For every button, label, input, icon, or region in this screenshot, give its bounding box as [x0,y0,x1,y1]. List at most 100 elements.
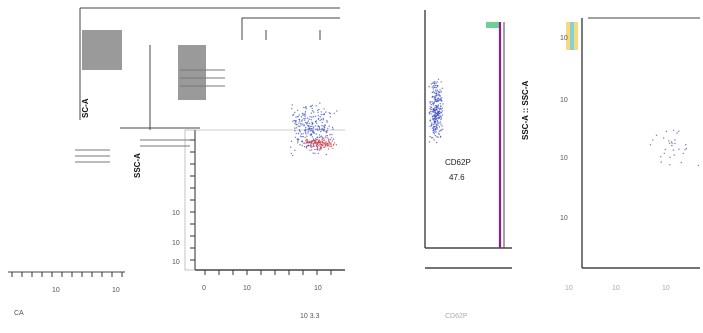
scatter-point [316,136,319,138]
scatter-point [431,91,433,94]
scatter-point [310,105,312,107]
back-x-tick-label: 10 [112,287,120,294]
scatter-point [291,104,293,106]
scatter-point [322,119,324,121]
scatter-point [304,110,307,113]
scatter-point [326,134,328,137]
scatter-point [429,102,431,104]
scatter-point [665,130,667,133]
scatter-point [292,120,294,122]
scatter-point [322,117,324,120]
right-scatter-points [649,129,700,167]
scatter-point [430,124,433,126]
scatter-point [336,110,338,112]
scatter-point [323,146,326,148]
scatter-point [321,139,323,141]
scatter-point [292,154,294,157]
scatter-point [333,142,336,144]
scatter-point [300,133,302,135]
scatter-point [319,116,321,118]
scatter-point [438,122,440,124]
gate-name-label: CD62P [445,158,471,167]
scatter-point [294,149,296,151]
scatter-point [310,125,312,128]
scatter-point [429,108,431,110]
scatter-point [331,126,334,128]
scatter-point [434,113,436,116]
scatter-point [292,113,295,116]
scatter-point [311,136,314,138]
scatter-point [314,148,316,151]
scatter-point [434,112,437,114]
scatter-point [308,125,310,128]
scatter-point [331,140,334,142]
scatter-point [303,117,305,120]
scatter-point [682,152,684,155]
scatter-point [318,127,321,129]
scatter-point [436,105,438,108]
scatter-point [435,90,437,93]
scatter-point [437,111,439,113]
scatter-point [297,125,299,127]
y-tick-label: 10 [172,240,180,247]
scatter-point [441,107,444,109]
scatter-point [674,139,676,141]
scatter-point [435,89,437,91]
scatter-point [434,81,436,83]
scatter-point [439,103,441,105]
scatter-point [326,144,329,146]
scatter-point [655,134,658,136]
scatter-point [434,100,436,103]
gate-header-strip [486,22,500,28]
scatter-point [436,110,438,112]
scatter-point [327,148,330,150]
right-y-axis-label: SSC-A :: SSC-A [521,81,530,140]
scatter-point [436,123,438,125]
scatter-point [303,125,305,127]
scatter-point [302,133,304,135]
y-tick-label: 10 [172,259,180,266]
scatter-point [440,105,442,108]
right-x-tick-label: 10 [612,285,620,292]
back-y-axis-label: SC-A [81,98,90,118]
scatter-point [685,147,688,150]
scatter-point [296,123,298,126]
scatter-point [303,119,306,121]
scatter-point [441,125,443,127]
scatter-point [324,124,326,126]
scatter-point [672,149,675,151]
scatter-point [311,129,314,131]
scatter-point [330,145,332,148]
scatter-point [311,104,314,107]
scatter-point [430,108,432,111]
scatter-point [433,98,435,100]
scatter-point [318,144,320,147]
scatter-point [297,139,299,141]
scatter-point [437,97,439,100]
scatter-point [432,123,435,126]
scatter-point [441,128,444,130]
scatter-point [432,108,434,110]
scatter-point [439,95,441,98]
scatter-point [438,114,440,117]
scatter-point [311,149,313,151]
scatter-point [321,121,323,124]
scatter-point [306,145,309,147]
scatter-point [328,141,330,144]
scatter-point [669,164,671,166]
scatter-point [434,96,437,99]
scatter-point [304,117,307,120]
scatter-point [429,135,431,138]
scatter-point [431,122,433,124]
scatter-point [302,114,304,117]
scatter-point [305,138,307,140]
scatter-point [308,124,310,127]
scatter-point [319,145,321,148]
scatter-point [326,121,328,123]
scatter-point [297,132,300,135]
right-y-tick-label: 10 [560,155,568,162]
scatter-point [305,126,307,129]
scatter-point [671,142,673,144]
scatter-point [294,122,296,125]
scatter-point [329,112,331,115]
